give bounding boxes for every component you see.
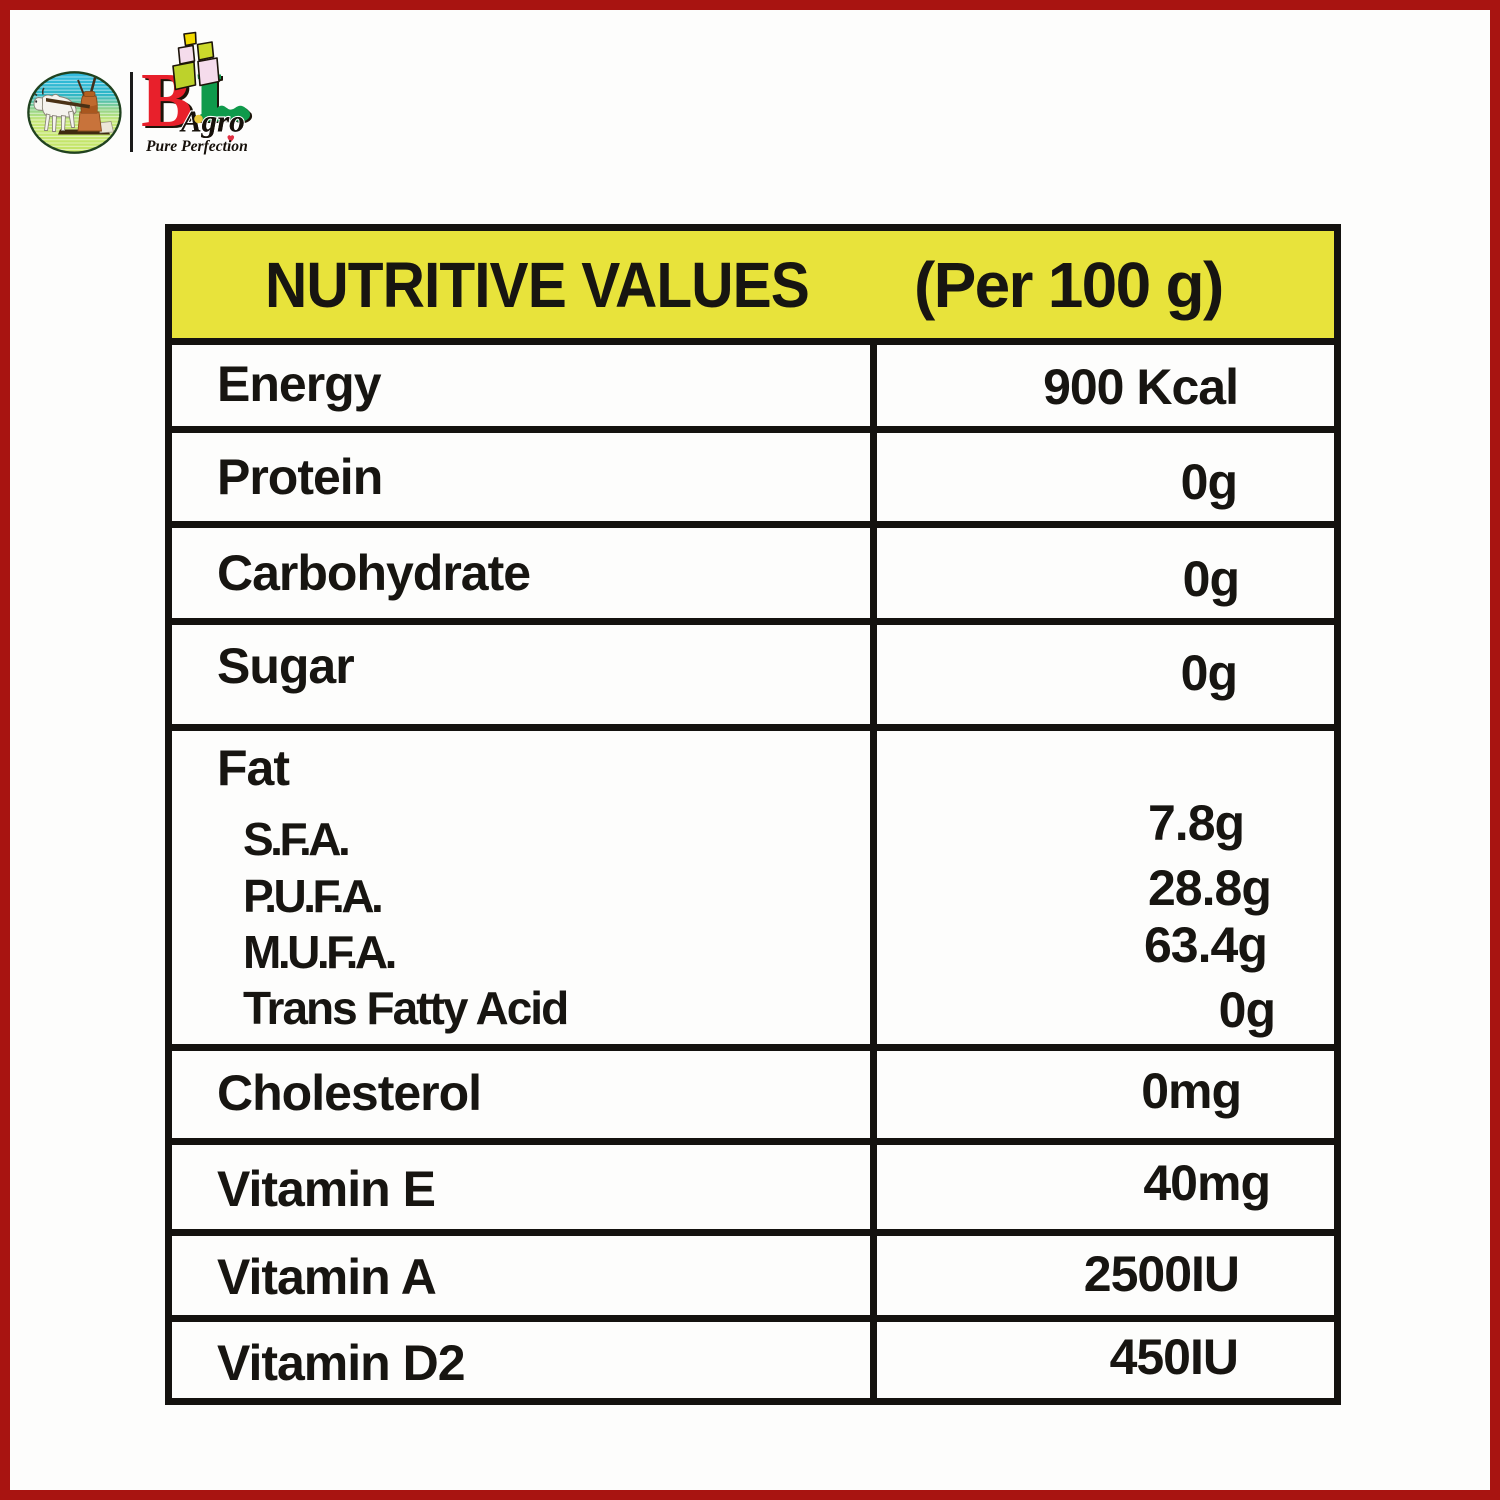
svg-text:Agro: Agro	[179, 104, 245, 139]
svg-text:Pure Perfection: Pure Perfection	[146, 138, 248, 155]
svg-text:Agro: Agro	[179, 104, 245, 139]
